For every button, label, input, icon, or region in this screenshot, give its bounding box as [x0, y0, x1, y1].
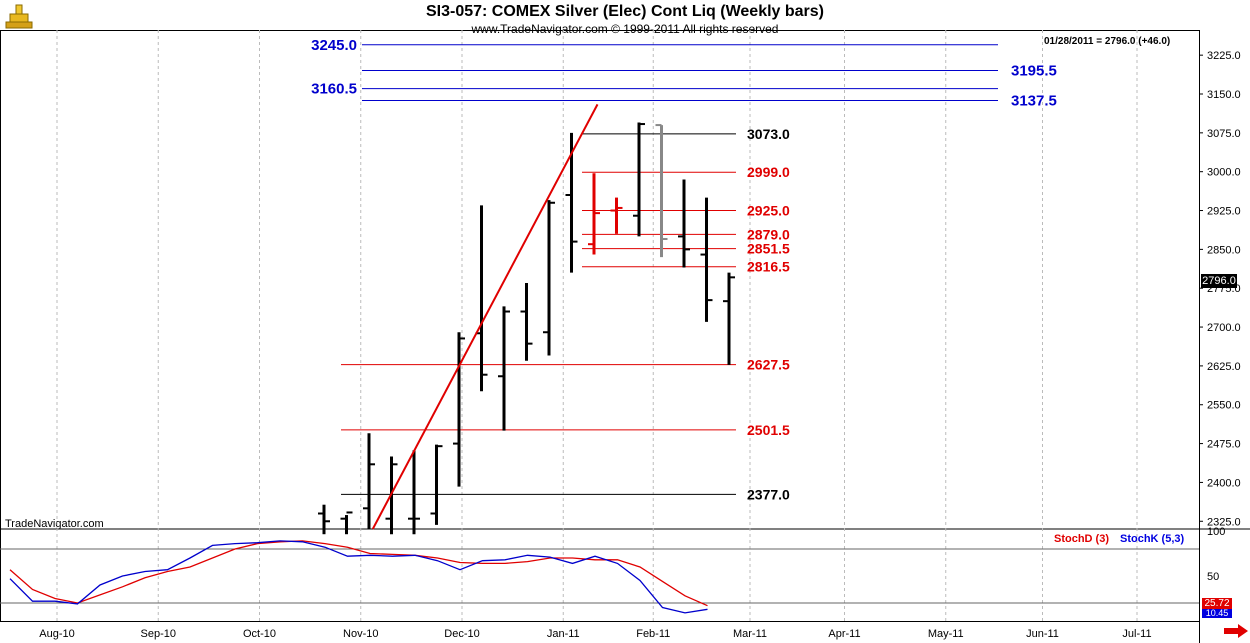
stochk-last-value: 10.45	[1202, 609, 1232, 618]
stochd-line	[9, 540, 708, 607]
price-tick-label: 2625.0	[1207, 361, 1241, 373]
x-tick-label: May-11	[928, 628, 964, 640]
x-tick-label: Jun-11	[1026, 628, 1059, 640]
trade-navigator-logo-icon	[4, 2, 34, 32]
level-label: 2879.0	[747, 226, 790, 242]
level-label: 2816.5	[747, 259, 790, 275]
price-tick-label: 2700.0	[1207, 322, 1241, 334]
last-bar-info: 01/28/2011 = 2796.0 (+46.0)	[1044, 36, 1171, 47]
x-tick-label: Oct-10	[243, 628, 276, 640]
x-tick-label: Aug-10	[39, 628, 74, 640]
level-label: 2851.5	[747, 241, 790, 257]
watermark: TradeNavigator.com	[5, 518, 104, 530]
x-tick-label: Jan-11	[547, 628, 580, 640]
stoch-tick-label: 100	[1207, 526, 1225, 538]
level-label: 2925.0	[747, 203, 790, 219]
level-label: 2627.5	[747, 357, 790, 373]
stoch-tick-label: 50	[1207, 571, 1219, 583]
price-tick-label: 3225.0	[1207, 50, 1241, 62]
level-label: 3073.0	[747, 126, 790, 142]
last-price-marker: 2796.0	[1201, 274, 1237, 288]
level-label: 2377.0	[747, 486, 790, 502]
price-tick-label: 2475.0	[1207, 439, 1241, 451]
level-label: 2999.0	[747, 164, 790, 180]
x-tick-label: Mar-11	[733, 628, 767, 640]
trendline	[371, 103, 599, 530]
price-tick-label: 2325.0	[1207, 516, 1241, 528]
x-tick-label: Jul-11	[1122, 628, 1151, 640]
level-label: 3245.0	[311, 37, 357, 54]
price-tick-label: 2400.0	[1207, 477, 1241, 489]
stochd-legend: StochD (3)	[1054, 533, 1109, 545]
stochk-legend: StochK (5,3)	[1120, 533, 1185, 545]
level-label: 3160.5	[311, 81, 357, 98]
x-tick-label: Apr-11	[828, 628, 860, 640]
x-tick-label: Nov-10	[343, 628, 378, 640]
price-tick-label: 3000.0	[1207, 167, 1241, 179]
x-tick-label: Feb-11	[636, 628, 670, 640]
stochd-last-value: 25.72	[1202, 598, 1232, 609]
price-tick-label: 2550.0	[1207, 400, 1241, 412]
chart-title: SI3-057: COMEX Silver (Elec) Cont Liq (W…	[425, 3, 825, 20]
level-label: 3137.5	[1011, 92, 1057, 109]
price-tick-label: 3075.0	[1207, 128, 1241, 140]
price-tick-label: 3150.0	[1207, 89, 1241, 101]
x-tick-label: Sep-10	[141, 628, 176, 640]
level-label: 2501.5	[747, 422, 790, 438]
x-tick-label: Dec-10	[444, 628, 479, 640]
price-tick-label: 2850.0	[1207, 244, 1241, 256]
chart-frame	[0, 30, 1200, 622]
stochk-line	[9, 540, 708, 614]
level-label: 3195.5	[1011, 62, 1057, 79]
chart-subtitle: www.TradeNavigator.com © 1999-2011 All r…	[471, 22, 779, 36]
price-tick-label: 2925.0	[1207, 206, 1241, 218]
